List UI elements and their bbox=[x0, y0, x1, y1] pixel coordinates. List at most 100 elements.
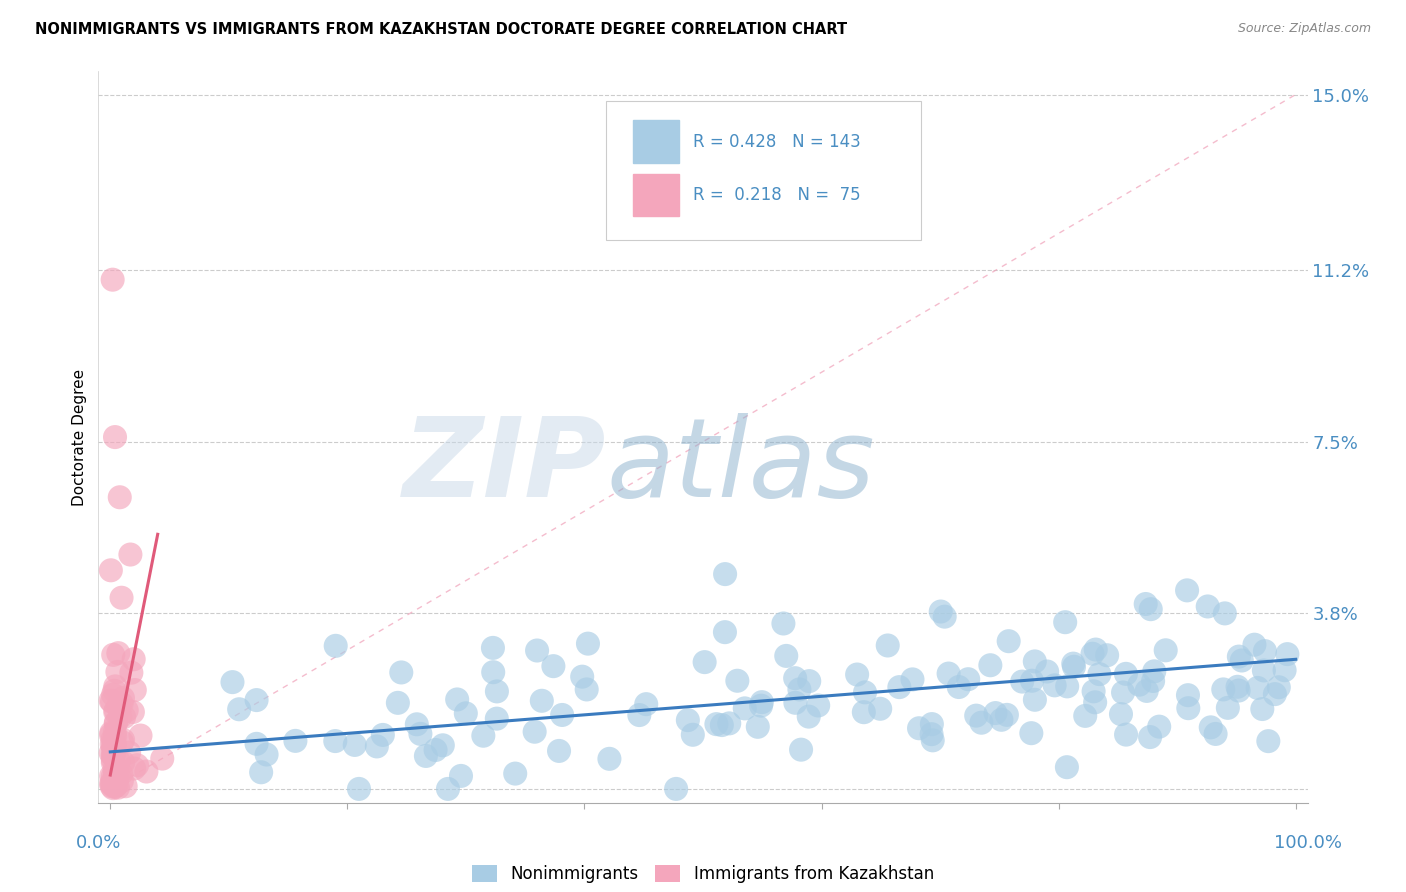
Point bbox=[221, 675, 243, 690]
Point bbox=[938, 666, 960, 681]
Point bbox=[1226, 680, 1249, 694]
Point bbox=[482, 640, 505, 655]
Bar bbox=[633, 120, 679, 162]
Point bbox=[437, 781, 460, 796]
Point bbox=[636, 697, 658, 711]
Point bbox=[101, 273, 124, 287]
Text: 0.0%: 0.0% bbox=[76, 834, 121, 852]
Point bbox=[323, 734, 346, 748]
Point bbox=[503, 766, 526, 780]
Point bbox=[100, 769, 122, 783]
Point bbox=[714, 567, 737, 582]
Point bbox=[366, 739, 388, 754]
Point bbox=[105, 772, 128, 786]
Point bbox=[112, 756, 135, 770]
Point bbox=[1274, 663, 1296, 677]
Point bbox=[676, 713, 699, 727]
Point bbox=[1024, 693, 1046, 707]
Point bbox=[103, 747, 125, 762]
Point bbox=[108, 700, 131, 714]
Point bbox=[734, 701, 756, 715]
Point bbox=[718, 716, 741, 731]
Point bbox=[103, 746, 125, 760]
Point bbox=[1143, 665, 1166, 679]
Point bbox=[110, 591, 132, 605]
Point bbox=[100, 780, 122, 794]
Point bbox=[1197, 599, 1219, 614]
Point bbox=[934, 609, 956, 624]
Point bbox=[948, 680, 970, 694]
Point bbox=[1054, 615, 1077, 630]
Point bbox=[1205, 727, 1227, 741]
Point bbox=[1081, 647, 1104, 661]
Point bbox=[104, 765, 127, 780]
Point bbox=[1112, 685, 1135, 699]
Point bbox=[100, 725, 122, 739]
Point bbox=[1136, 684, 1159, 698]
Bar bbox=[633, 174, 679, 216]
Point bbox=[1154, 643, 1177, 657]
Point bbox=[454, 706, 477, 721]
Point bbox=[682, 728, 704, 742]
Point bbox=[1063, 659, 1085, 673]
Point bbox=[325, 639, 347, 653]
Point bbox=[706, 717, 728, 731]
Point bbox=[921, 717, 943, 731]
Point bbox=[889, 680, 911, 694]
Point bbox=[405, 717, 427, 731]
Point bbox=[104, 430, 127, 444]
Point bbox=[1227, 649, 1250, 664]
Point bbox=[1175, 583, 1198, 598]
Point bbox=[908, 721, 931, 735]
Point bbox=[799, 674, 821, 689]
Point bbox=[129, 729, 152, 743]
Point bbox=[1251, 702, 1274, 716]
Point bbox=[108, 490, 131, 504]
Text: 100.0%: 100.0% bbox=[1274, 834, 1341, 852]
Point bbox=[853, 685, 876, 699]
Point bbox=[104, 716, 127, 731]
Point bbox=[1109, 707, 1132, 722]
Point bbox=[103, 648, 125, 662]
Point bbox=[125, 758, 148, 772]
Point bbox=[984, 706, 1007, 720]
Point bbox=[571, 670, 593, 684]
Point bbox=[1084, 642, 1107, 657]
Point bbox=[1139, 730, 1161, 744]
Point bbox=[772, 616, 794, 631]
Text: R =  0.218   N =  75: R = 0.218 N = 75 bbox=[693, 186, 860, 204]
Point bbox=[432, 739, 454, 753]
Point bbox=[104, 725, 127, 739]
Point bbox=[111, 691, 134, 706]
Point bbox=[598, 752, 620, 766]
Point bbox=[100, 777, 122, 791]
Point bbox=[965, 708, 987, 723]
Point bbox=[256, 747, 278, 762]
Point bbox=[122, 705, 145, 719]
Point bbox=[1246, 681, 1268, 695]
Point bbox=[111, 773, 134, 788]
Point bbox=[807, 698, 830, 713]
Text: atlas: atlas bbox=[606, 413, 875, 520]
Point bbox=[415, 748, 437, 763]
Point bbox=[107, 780, 129, 795]
Point bbox=[100, 563, 122, 577]
Point bbox=[1083, 684, 1105, 698]
Point bbox=[526, 643, 548, 657]
Point bbox=[101, 752, 124, 766]
Point bbox=[110, 766, 132, 780]
Point bbox=[104, 705, 127, 719]
Point bbox=[575, 682, 598, 697]
Point bbox=[103, 778, 125, 792]
Point bbox=[1115, 728, 1137, 742]
Point bbox=[124, 683, 146, 698]
FancyBboxPatch shape bbox=[606, 101, 921, 240]
Point bbox=[551, 708, 574, 723]
Point bbox=[1243, 638, 1265, 652]
Point bbox=[710, 718, 733, 732]
Point bbox=[1177, 701, 1199, 715]
Point bbox=[103, 778, 125, 792]
Point bbox=[101, 688, 124, 702]
Point bbox=[1011, 674, 1033, 689]
Point bbox=[114, 779, 136, 793]
